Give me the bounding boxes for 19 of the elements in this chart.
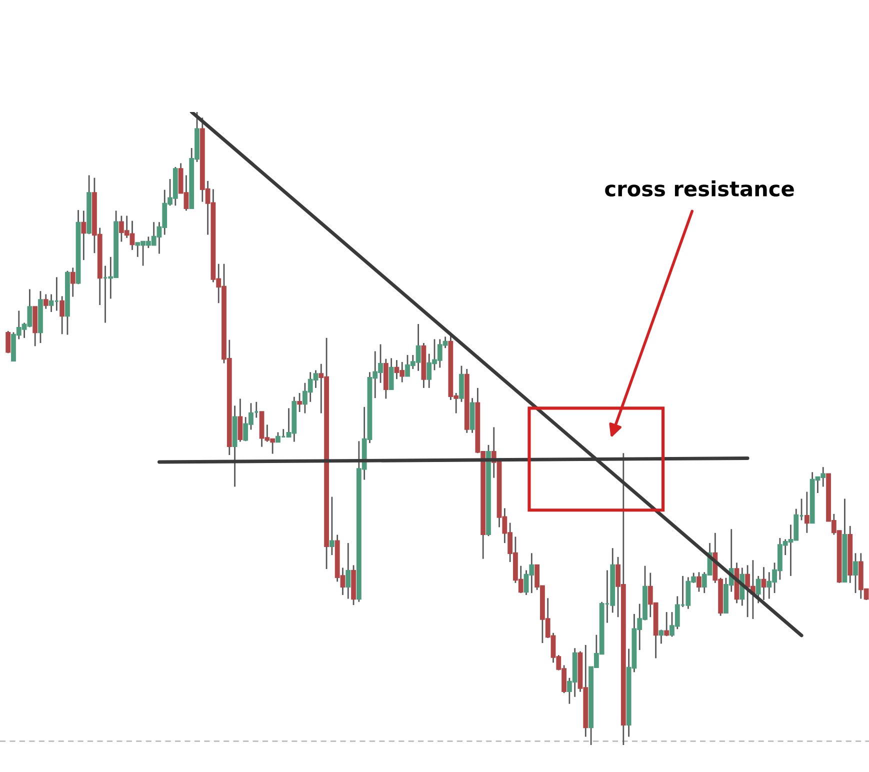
candlestick xyxy=(696,571,702,592)
candlestick xyxy=(388,358,394,390)
candlestick xyxy=(459,365,464,403)
candlestick xyxy=(329,496,334,556)
candlestick xyxy=(6,330,11,354)
candlestick xyxy=(70,266,76,298)
annotation: cross resistance xyxy=(605,180,794,197)
candlestick xyxy=(853,552,858,594)
candlestick xyxy=(346,542,351,600)
candlestick xyxy=(658,629,664,644)
candlestick xyxy=(238,398,243,442)
candlestick xyxy=(756,575,761,604)
candlestick xyxy=(81,210,86,261)
candlestick xyxy=(297,392,302,413)
candlestick xyxy=(664,611,670,637)
candlestick xyxy=(761,566,766,601)
candlestick xyxy=(43,294,48,310)
candlestick xyxy=(804,491,810,534)
candlestick xyxy=(60,295,65,335)
